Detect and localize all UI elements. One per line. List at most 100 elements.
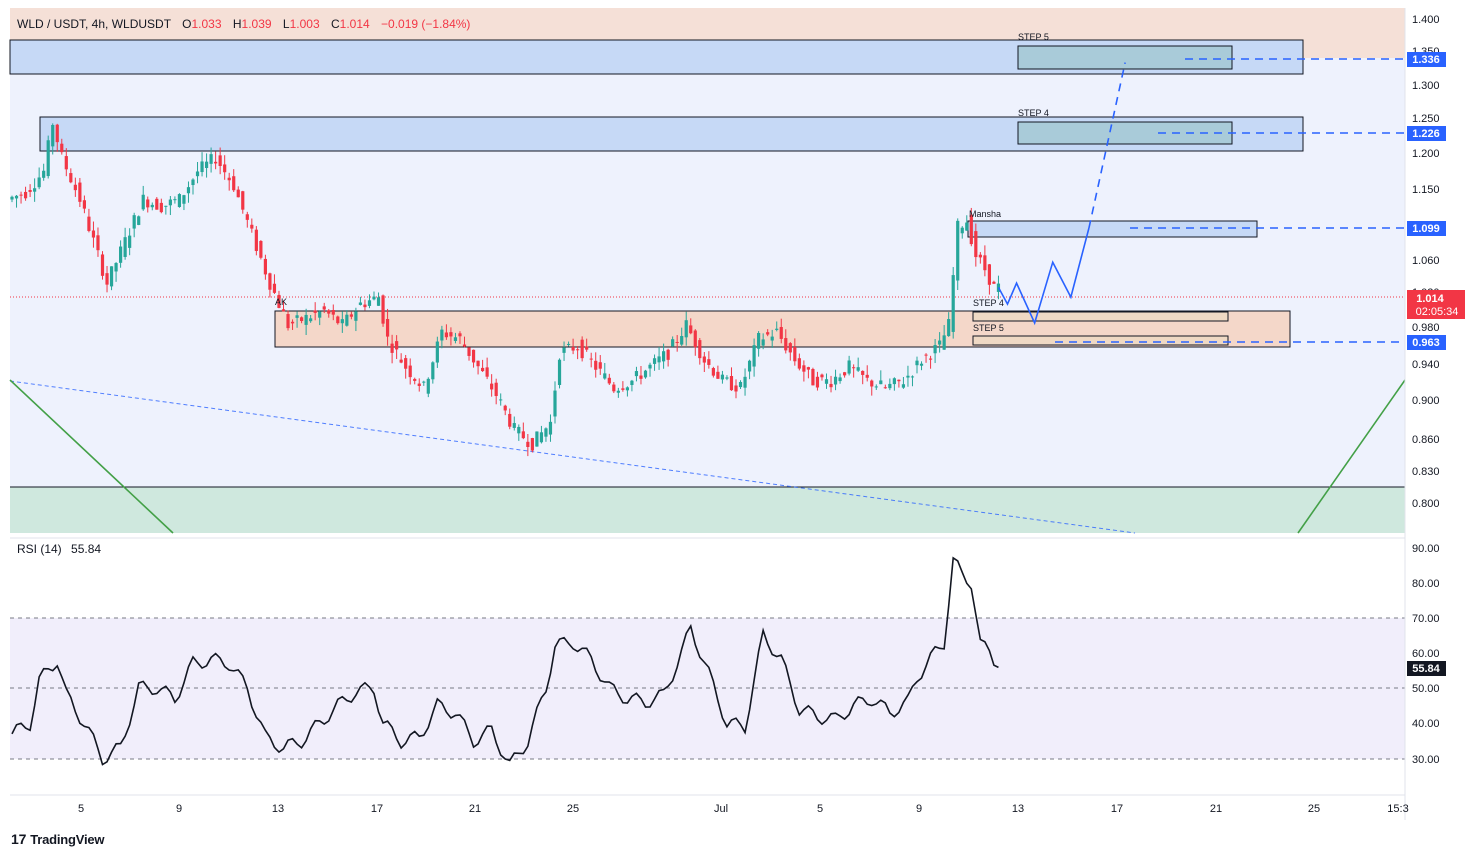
step5-top-label: STEP 5 — [1018, 32, 1049, 42]
price-tick-label: 1.400 — [1412, 14, 1440, 26]
candle-body — [109, 266, 114, 287]
price-pane[interactable]: STEP 5 STEP 4 Mansha AK STEP 4 STEP 5 — [9, 8, 1406, 534]
mansha-label: Mansha — [969, 209, 1001, 219]
candle-body — [336, 316, 340, 324]
candle-body — [304, 314, 308, 325]
candle-body — [73, 184, 77, 191]
tag-1336-bg — [1407, 52, 1446, 67]
candle-body — [897, 379, 901, 382]
candle-body — [576, 349, 580, 351]
time-axis[interactable]: 5 9 13 17 21 25 Jul 5 9 13 17 21 25 15:3 — [78, 803, 1409, 815]
step5-target-box — [1017, 45, 1233, 70]
candle-body — [272, 283, 277, 293]
candle-body — [227, 177, 231, 181]
price-tick-label: 1.300 — [1412, 80, 1440, 92]
candle-body — [245, 214, 249, 220]
candle-body — [784, 338, 788, 351]
candle-body — [811, 369, 815, 386]
candle-body — [861, 370, 865, 375]
candle-body — [901, 384, 906, 388]
candle-body — [684, 320, 688, 338]
price-tick-label: 1.060 — [1412, 255, 1440, 267]
candle-body — [33, 188, 37, 192]
close-value: 1.014 — [339, 17, 370, 31]
tag-1336: 1.336 — [1412, 54, 1440, 66]
candle-body — [802, 365, 806, 372]
candle-body — [806, 367, 810, 370]
candle-body — [60, 143, 64, 153]
candle-body — [91, 230, 96, 238]
candle-body — [277, 294, 281, 308]
rsi-axis[interactable]: 90.00 80.00 70.00 60.00 50.00 40.00 30.00 — [1412, 543, 1440, 766]
candle-body — [363, 304, 367, 308]
candle-body — [716, 371, 720, 379]
candle-body — [164, 205, 168, 207]
candle-body — [10, 196, 14, 200]
candle-body — [680, 336, 684, 345]
price-axis[interactable]: 1.4001.3501.3001.2501.2001.1501.1001.060… — [1412, 14, 1440, 510]
candle-body — [517, 426, 521, 434]
rsi-tick-label: 50.00 — [1412, 683, 1440, 695]
candle-body — [766, 332, 770, 335]
open-value: 1.033 — [191, 17, 222, 31]
candle-body — [28, 190, 32, 192]
candle-body — [200, 161, 204, 173]
candle-body — [947, 319, 951, 337]
candle-body — [223, 164, 227, 173]
candle-body — [652, 358, 657, 364]
candle-body — [892, 378, 896, 385]
time-tick-label: 15:3 — [1387, 803, 1408, 815]
candle-body — [548, 421, 553, 435]
candle-body — [539, 432, 544, 443]
candle-body — [499, 399, 503, 401]
candle-body — [313, 310, 317, 313]
candle-body — [159, 202, 163, 213]
candle-body — [485, 367, 489, 377]
rsi-tick-label: 90.00 — [1412, 543, 1440, 555]
candle-body — [747, 360, 752, 372]
candle-body — [186, 187, 191, 194]
time-tick-label: 5 — [817, 803, 823, 815]
tag-current: 1.014 — [1416, 293, 1444, 305]
price-tick-label: 1.150 — [1412, 184, 1440, 196]
projection-path — [997, 227, 1090, 326]
candle-body — [453, 337, 458, 341]
candle-body — [956, 220, 960, 281]
candle-body — [612, 384, 616, 392]
candle-body — [462, 344, 467, 347]
candle-body — [883, 387, 887, 389]
candle-body — [797, 358, 801, 369]
candle-body — [444, 332, 448, 338]
candle-body — [168, 199, 172, 206]
candle-body — [657, 356, 661, 363]
candle-body — [928, 358, 933, 360]
tradingview-logo[interactable]: 17 TradingView — [11, 831, 105, 847]
candle-body — [594, 360, 598, 370]
candle-body — [974, 231, 978, 258]
step4-low-box — [972, 311, 1229, 322]
candle-body — [64, 156, 68, 170]
candle-body — [426, 378, 430, 394]
rsi-tag: 55.84 — [1412, 663, 1440, 675]
candle-body — [340, 319, 344, 324]
candle-body — [82, 200, 86, 209]
tag-1099: 1.099 — [1412, 223, 1440, 235]
candle-body — [978, 254, 982, 258]
candle-body — [666, 349, 670, 360]
rsi-pane[interactable] — [10, 556, 1405, 766]
candle-body — [965, 222, 969, 231]
candle-body — [309, 318, 313, 322]
candle-body — [263, 258, 267, 275]
high-value: 1.039 — [241, 17, 272, 31]
candle-body — [195, 171, 200, 177]
candle-body — [815, 376, 820, 388]
candle-body — [662, 351, 666, 362]
candle-body — [232, 176, 236, 191]
rsi-value: 55.84 — [71, 542, 102, 556]
candle-body — [689, 325, 693, 334]
green-trend-left — [9, 379, 174, 534]
candle-body — [698, 340, 702, 359]
candle-body — [300, 317, 304, 322]
candle-body — [318, 311, 322, 318]
